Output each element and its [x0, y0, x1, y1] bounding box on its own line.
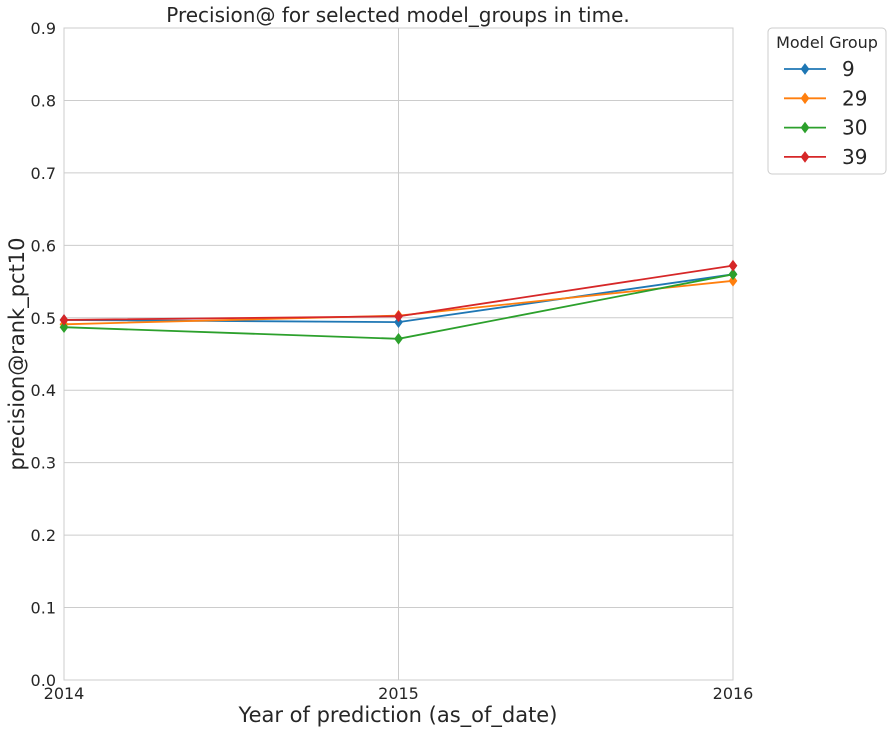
legend-item: 39: [784, 145, 867, 169]
legend-label: 29: [842, 86, 867, 110]
legend: Model Group 9 29 30 39: [767, 27, 887, 175]
legend-item: 9: [784, 57, 855, 81]
y-axis-title: precision@rank_pct10: [5, 237, 30, 470]
y-tick-label: 0.1: [31, 599, 56, 618]
data-point: [728, 259, 738, 272]
legend-marker: [800, 63, 810, 75]
y-tick-label: 0.8: [31, 91, 56, 110]
y-tick-label: 0.9: [31, 19, 56, 38]
legend-marker: [800, 151, 810, 163]
legend-label: 9: [842, 57, 855, 81]
plot-frame: [63, 27, 734, 681]
series-30: [59, 268, 738, 345]
legend-box: [767, 27, 887, 175]
y-tick-label: 0.2: [31, 526, 56, 545]
data-point: [59, 314, 69, 326]
legend-title: Model Group: [776, 33, 878, 52]
y-tick-label: 0.6: [31, 236, 56, 255]
legend-label: 30: [842, 116, 867, 140]
series-39: [59, 259, 738, 326]
y-tick-label: 0.5: [31, 309, 56, 328]
series-layer: [59, 259, 738, 345]
data-point: [394, 310, 403, 323]
legend-marker: [800, 92, 810, 105]
data-point: [728, 268, 738, 281]
y-tick-label: 0.0: [31, 671, 56, 690]
legend-label: 39: [842, 145, 867, 169]
x-axis-title: Year of prediction (as_of_date): [238, 703, 558, 728]
legend-item: 29: [784, 86, 867, 110]
x-tick-label: 2014: [44, 684, 85, 703]
legend-item: 30: [784, 116, 867, 140]
x-tick-label: 2015: [378, 684, 419, 703]
data-point: [59, 321, 69, 334]
legend-marker: [800, 121, 810, 134]
data-point: [728, 274, 738, 287]
x-tick-labels: 2014 2015 2016: [44, 684, 754, 703]
legend-items: 9 29 30 39: [784, 57, 867, 169]
y-tick-label: 0.3: [31, 454, 56, 473]
y-tick-label: 0.4: [31, 381, 56, 400]
y-tick-label: 0.7: [31, 164, 56, 183]
chart-title: Precision@ for selected model_groups in …: [166, 3, 630, 27]
x-tick-label: 2016: [713, 684, 754, 703]
data-point: [394, 332, 403, 345]
y-tick-labels: 0.0 0.1 0.2 0.3 0.4 0.5 0.6 0.7 0.8 0.9: [31, 19, 56, 690]
